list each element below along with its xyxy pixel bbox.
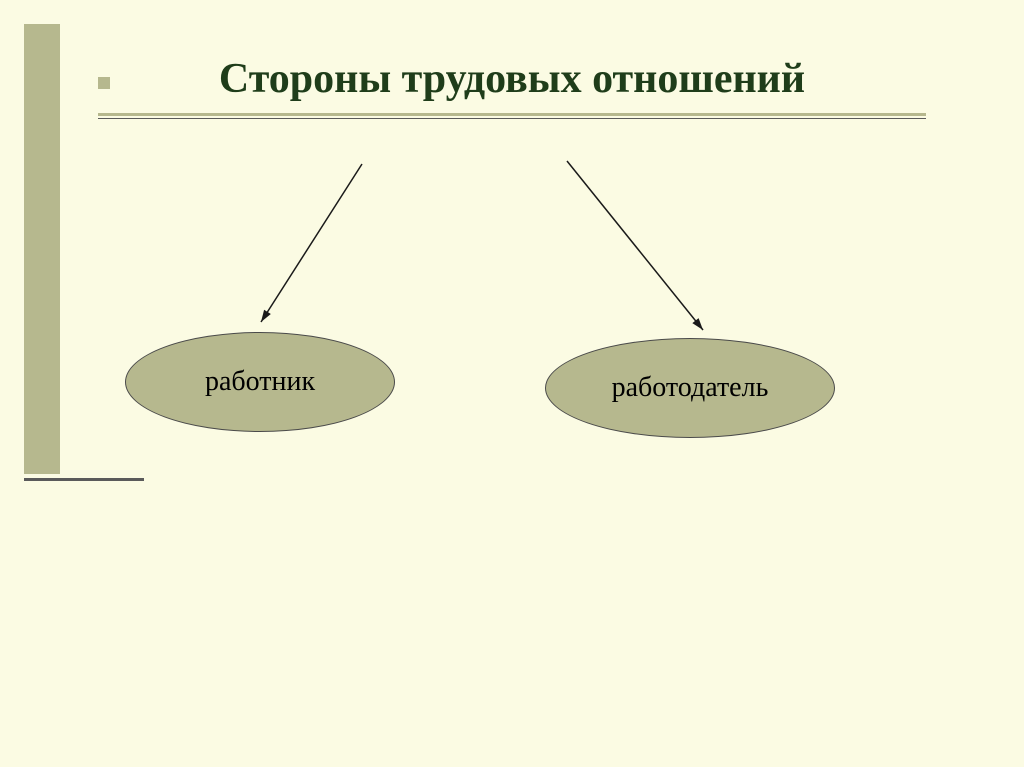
node-employee-label: работник [205,366,315,398]
title-underline [98,113,926,119]
node-employer: работодатель [545,338,835,438]
slide-title: Стороны трудовых отношений [0,55,1024,103]
title-container: Стороны трудовых отношений [0,55,1024,103]
title-underline-bottom [98,118,926,119]
title-underline-top [98,113,926,116]
node-employee: работник [125,332,395,432]
slide: Стороны трудовых отношений работник рабо… [0,0,1024,767]
node-employer-label: работодатель [612,372,769,404]
accent-horizontal-rule [24,478,144,481]
